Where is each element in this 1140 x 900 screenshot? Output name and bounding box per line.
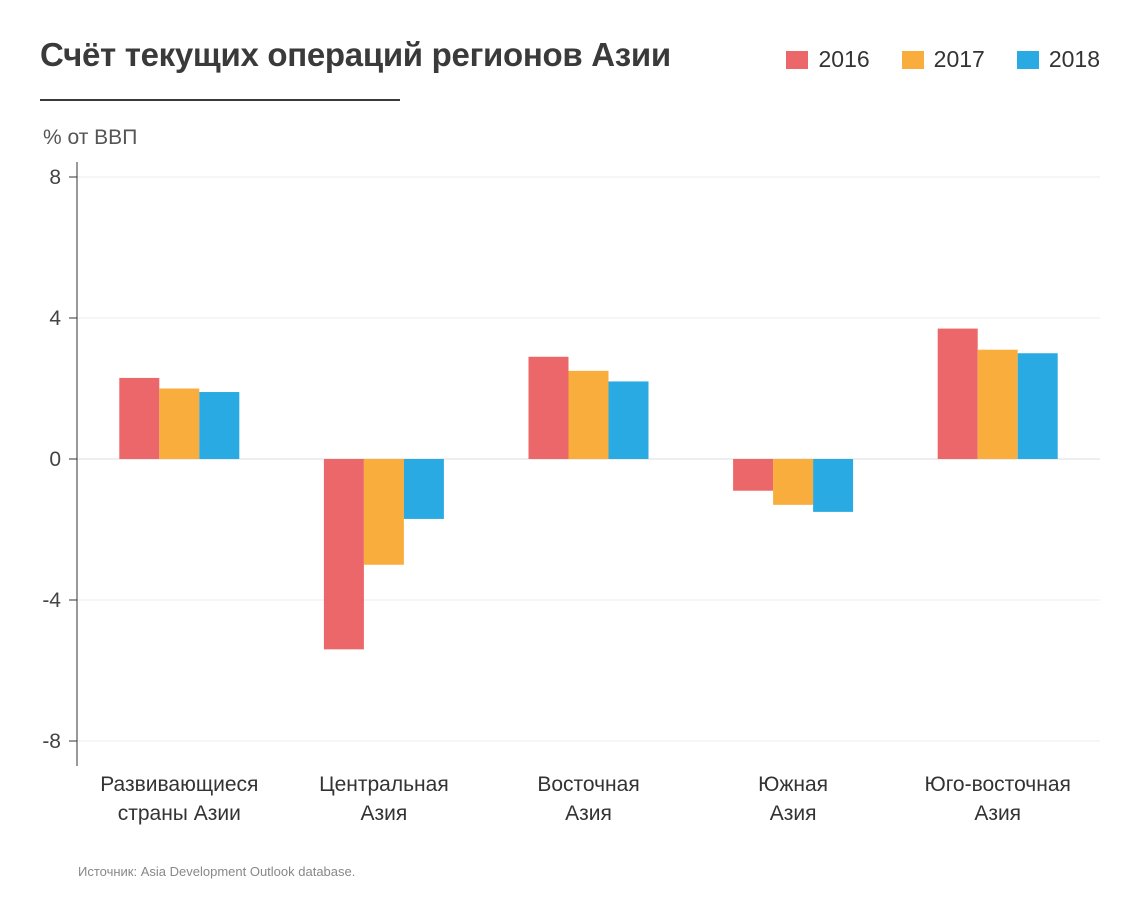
chart-legend: 2016 2017 2018 <box>754 46 1100 73</box>
source-note: Источник: Asia Development Outlook datab… <box>78 864 356 879</box>
bar-2016-0 <box>119 377 160 459</box>
y-tick-label: 4 <box>49 307 61 330</box>
legend-label-2018: 2018 <box>1048 46 1100 72</box>
y-tick-label: -8 <box>42 730 61 753</box>
legend-item-2018: 2018 <box>1016 46 1100 73</box>
legend-label-2016: 2016 <box>818 46 870 72</box>
title-underline <box>40 99 400 101</box>
legend-label-2017: 2017 <box>933 46 985 72</box>
y-tick-label: 8 <box>49 166 61 189</box>
y-axis-unit-label: % от ВВП <box>43 126 138 149</box>
bar-2018-1 <box>403 459 444 519</box>
bar-2017-2 <box>568 370 609 459</box>
bar-2017-0 <box>159 388 200 459</box>
category-label: Восточная <box>537 773 639 796</box>
y-tick-label: -4 <box>42 589 61 612</box>
bar-2017-1 <box>363 459 404 565</box>
legend-swatch-2018 <box>1016 50 1039 69</box>
bar-2016-2 <box>528 356 569 459</box>
bar-2016-3 <box>733 459 774 491</box>
category-label: страны Азии <box>118 802 241 825</box>
bar-2016-1 <box>323 459 364 650</box>
category-label: Азия <box>770 802 817 825</box>
category-label: Азия <box>565 802 612 825</box>
legend-swatch-2016 <box>786 50 809 69</box>
category-label: Центральная <box>319 773 449 796</box>
category-label: Южная <box>758 773 828 796</box>
category-label: Юго-восточная <box>925 773 1071 796</box>
bar-2017-3 <box>773 459 814 505</box>
bar-2018-0 <box>199 392 240 459</box>
bar-2018-2 <box>608 381 649 459</box>
legend-item-2017: 2017 <box>901 46 985 73</box>
bar-2017-4 <box>977 349 1018 459</box>
category-label: Развивающиеся <box>100 773 258 796</box>
bar-2018-4 <box>1017 353 1058 459</box>
bar-2016-4 <box>937 328 978 459</box>
legend-item-2016: 2016 <box>786 46 870 73</box>
chart-title: Счёт текущих операций регионов Азии <box>40 36 671 73</box>
y-tick-label: 0 <box>49 448 61 471</box>
legend-swatch-2017 <box>901 50 924 69</box>
category-label: Азия <box>361 802 408 825</box>
category-label: Азия <box>974 802 1021 825</box>
bar-2018-3 <box>813 459 854 512</box>
